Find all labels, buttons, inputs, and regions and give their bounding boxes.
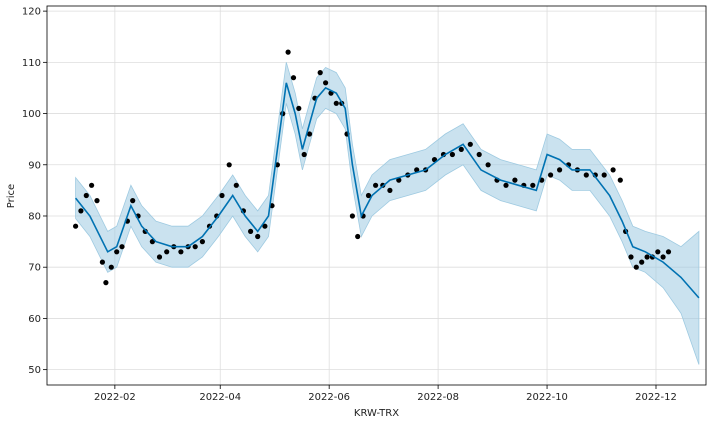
- observed-point: [557, 167, 563, 173]
- x-tick-label: 2022-06: [308, 392, 350, 403]
- observed-point: [73, 223, 79, 229]
- observed-point: [78, 208, 84, 214]
- y-tick-label: 120: [22, 7, 41, 18]
- observed-point: [628, 254, 634, 260]
- observed-point: [301, 151, 307, 158]
- observed-point: [99, 259, 105, 265]
- y-tick-label: 60: [28, 314, 41, 325]
- observed-point: [233, 182, 239, 188]
- observed-point: [248, 228, 254, 234]
- observed-point: [601, 172, 607, 178]
- x-tick-label: 2022-12: [635, 392, 677, 403]
- y-tick-label: 90: [28, 160, 41, 171]
- observed-point: [255, 233, 261, 240]
- observed-point: [548, 172, 554, 178]
- observed-point: [317, 70, 323, 76]
- observed-point: [290, 75, 297, 81]
- observed-point: [373, 182, 379, 188]
- observed-points-layer: [73, 49, 672, 286]
- x-tick-label: 2022-04: [199, 392, 241, 403]
- observed-point: [530, 182, 536, 188]
- observed-point: [226, 162, 232, 168]
- observed-point: [467, 141, 473, 147]
- observed-point: [142, 228, 148, 234]
- observed-point: [458, 146, 464, 152]
- observed-point: [83, 192, 89, 199]
- y-tick-label: 100: [22, 109, 41, 120]
- observed-point: [296, 105, 302, 111]
- observed-point: [108, 264, 114, 270]
- observed-point: [512, 177, 518, 183]
- observed-point: [660, 254, 666, 260]
- observed-point: [396, 177, 402, 183]
- observed-point: [355, 233, 361, 240]
- observed-point: [387, 187, 393, 193]
- x-tick-label: 2022-02: [94, 392, 136, 403]
- x-tick-label: 2022-08: [417, 392, 459, 403]
- observed-point: [94, 198, 100, 204]
- observed-point: [114, 249, 120, 255]
- forecast-line: [74, 82, 700, 299]
- observed-point: [89, 182, 95, 188]
- gridlines: [47, 6, 706, 385]
- observed-point: [485, 162, 491, 168]
- observed-point: [365, 192, 372, 199]
- y-tick-label: 80: [28, 211, 41, 222]
- observed-point: [333, 100, 339, 106]
- observed-point: [655, 249, 661, 255]
- observed-point: [192, 244, 198, 250]
- observed-point: [323, 80, 329, 86]
- y-tick-label: 50: [28, 365, 41, 376]
- observed-point: [285, 49, 291, 55]
- observed-point: [610, 167, 616, 173]
- observed-point: [103, 280, 109, 286]
- observed-point: [665, 249, 672, 255]
- observed-point: [262, 223, 268, 229]
- observed-point: [219, 192, 225, 199]
- observed-point: [130, 198, 136, 204]
- observed-point: [414, 167, 420, 173]
- observed-point: [476, 151, 482, 158]
- x-axis-ticks: 2022-02 2022-04 2022-06 2022-08 2022-10 2022-…: [94, 385, 677, 403]
- plot-frame: [46, 5, 707, 386]
- observed-point: [617, 177, 623, 183]
- observed-point: [119, 244, 125, 250]
- observed-point: [449, 151, 455, 158]
- x-tick-label: 2022-10: [526, 392, 568, 403]
- observed-point: [349, 213, 355, 219]
- observed-point: [644, 254, 650, 260]
- uncertainty-band: [75, 62, 700, 365]
- observed-point: [633, 264, 639, 270]
- y-axis-label: Price: [6, 184, 17, 208]
- observed-point: [306, 131, 313, 137]
- observed-point: [503, 182, 509, 188]
- uncertainty-band-layer: [75, 62, 700, 365]
- observed-point: [431, 157, 438, 163]
- observed-point: [164, 249, 170, 255]
- y-axis-ticks: 50 60 70 80 90 100 110 120: [22, 7, 47, 376]
- observed-point: [199, 239, 205, 245]
- x-axis-label: KRW-TRX: [354, 408, 399, 419]
- observed-point: [639, 259, 645, 265]
- y-tick-label: 70: [28, 263, 41, 274]
- observed-point: [156, 254, 163, 260]
- forecast-line-layer: [74, 82, 700, 299]
- observed-point: [178, 249, 184, 255]
- y-tick-label: 110: [22, 58, 41, 69]
- observed-point: [583, 172, 589, 178]
